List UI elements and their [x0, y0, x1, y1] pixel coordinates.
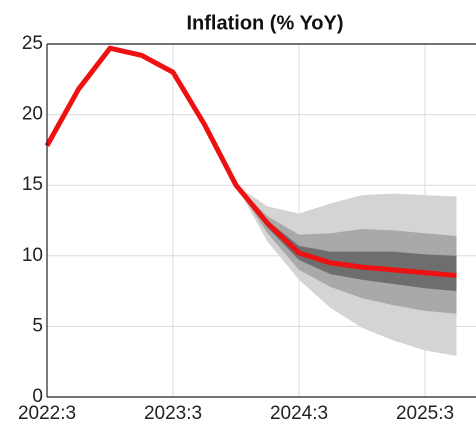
fan-band — [236, 185, 457, 292]
y-tick-label: 0 — [32, 386, 43, 407]
y-tick-label: 5 — [32, 315, 43, 336]
x-tick-label: 2025:3 — [396, 403, 454, 424]
y-tick-label: 15 — [22, 174, 43, 195]
x-tick-label: 2022:3 — [18, 403, 76, 424]
y-tick-label: 10 — [22, 245, 43, 266]
x-tick-label: 2024:3 — [270, 403, 328, 424]
chart-title: Inflation (% YoY) — [186, 12, 343, 34]
y-tick-label: 25 — [22, 33, 43, 54]
y-tick-label: 20 — [22, 104, 43, 125]
inflation-line — [44, 45, 457, 279]
x-tick-label: 2023:3 — [144, 403, 202, 424]
